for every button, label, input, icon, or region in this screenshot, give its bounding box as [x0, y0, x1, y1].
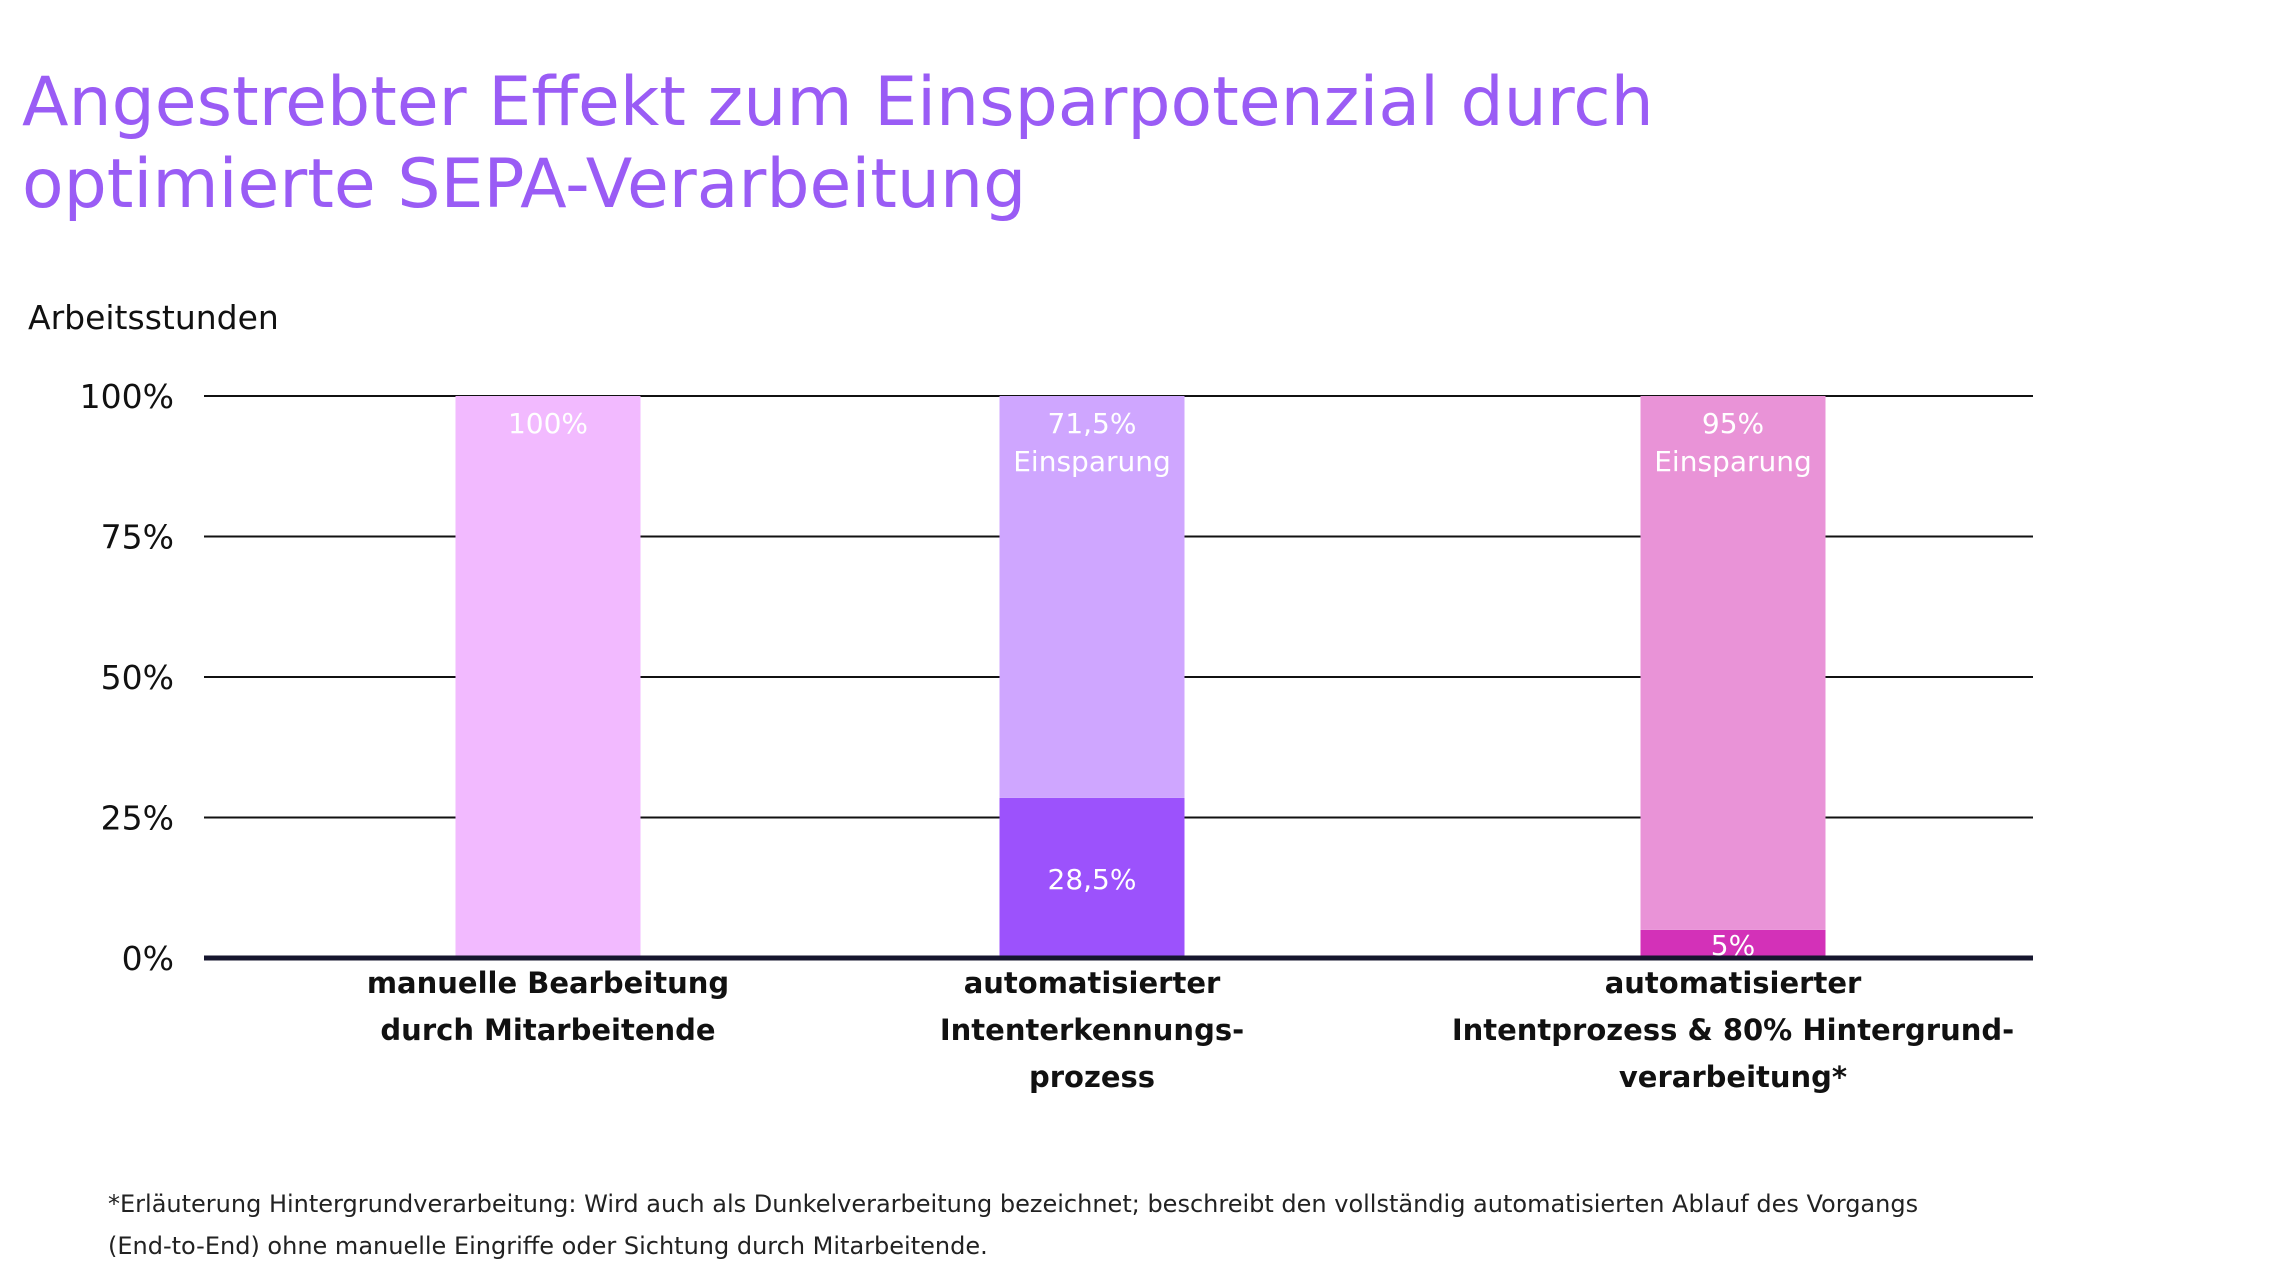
x-tick-label: Intentprozess & 80% Hintergrund- [1452, 1013, 2014, 1047]
footnote-line-2: (End-to-End) ohne manuelle Eingriffe ode… [108, 1232, 988, 1260]
y-tick-label: 100% [80, 377, 174, 416]
y-tick-label: 0% [122, 939, 174, 978]
x-tick-label: prozess [1029, 1060, 1155, 1094]
footnote: *Erläuterung Hintergrundverarbeitung: Wi… [108, 1183, 2008, 1267]
bar-segment [1640, 929, 1826, 958]
x-tick-label: durch Mitarbeitende [380, 1013, 715, 1047]
bar-segment [1640, 396, 1826, 930]
chart-title-line-1: Angestrebter Effekt zum Einsparpotenzial… [22, 63, 1654, 142]
data-label: 28,5% [1048, 863, 1137, 896]
y-tick-label: 25% [101, 799, 174, 838]
chart-title-line-2: optimierte SEPA-Verarbeitung [22, 145, 1027, 224]
footnote-line-1: *Erläuterung Hintergrundverarbeitung: Wi… [108, 1190, 1919, 1218]
y-tick-label: 50% [101, 658, 174, 697]
data-label: 95% [1702, 407, 1764, 440]
bar-segment [999, 797, 1185, 958]
data-label: Einsparung [1013, 445, 1171, 478]
x-tick-label: Intenterkennungs- [940, 1013, 1244, 1047]
y-axis-label: Arbeitsstunden [28, 298, 279, 337]
x-tick-label: verarbeitung* [1619, 1060, 1847, 1094]
x-tick-label: automatisierter [1605, 966, 1862, 1000]
x-tick-label: automatisierter [964, 966, 1221, 1000]
data-label: 71,5% [1048, 407, 1137, 440]
data-label: Einsparung [1654, 445, 1812, 478]
data-label: 100% [508, 407, 588, 440]
bar-segment [999, 396, 1185, 798]
x-tick-label: manuelle Bearbeitung [367, 966, 729, 1000]
bar-segment [455, 396, 641, 958]
y-tick-label: 75% [101, 518, 174, 557]
chart-title: Angestrebter Effekt zum Einsparpotenzial… [22, 62, 1822, 226]
